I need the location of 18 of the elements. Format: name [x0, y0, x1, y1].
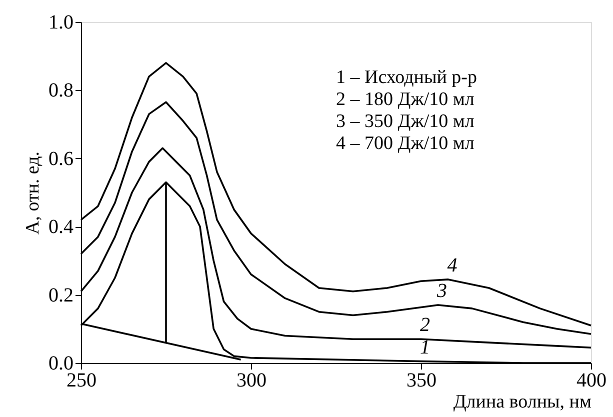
annotation: 1 – Исходный р-р [336, 67, 477, 88]
series-label: 4 [447, 254, 458, 276]
series-label: 2 [420, 314, 430, 336]
y-tick-label: 0.6 [48, 148, 74, 170]
annotation: 2 – 180 Дж/10 мл [336, 89, 475, 110]
series-label: 3 [436, 280, 447, 302]
x-tick-label: 400 [576, 370, 606, 392]
series-label: 1 [420, 336, 430, 358]
x-axis-title: Длина волны, нм [453, 392, 592, 412]
x-tick-label: 350 [406, 370, 436, 392]
y-tick-label: 1.0 [48, 12, 74, 34]
x-tick-label: 300 [236, 370, 266, 392]
y-tick-label: 0.8 [48, 80, 74, 102]
annotation: 3 – 350 Дж/10 мл [336, 111, 475, 132]
y-axis-title: A, отн. ед. [22, 151, 44, 235]
y-tick-label: 0.2 [48, 284, 74, 306]
annotation: 4 – 700 Дж/10 мл [336, 133, 475, 154]
y-tick-label: 0.4 [48, 216, 74, 238]
